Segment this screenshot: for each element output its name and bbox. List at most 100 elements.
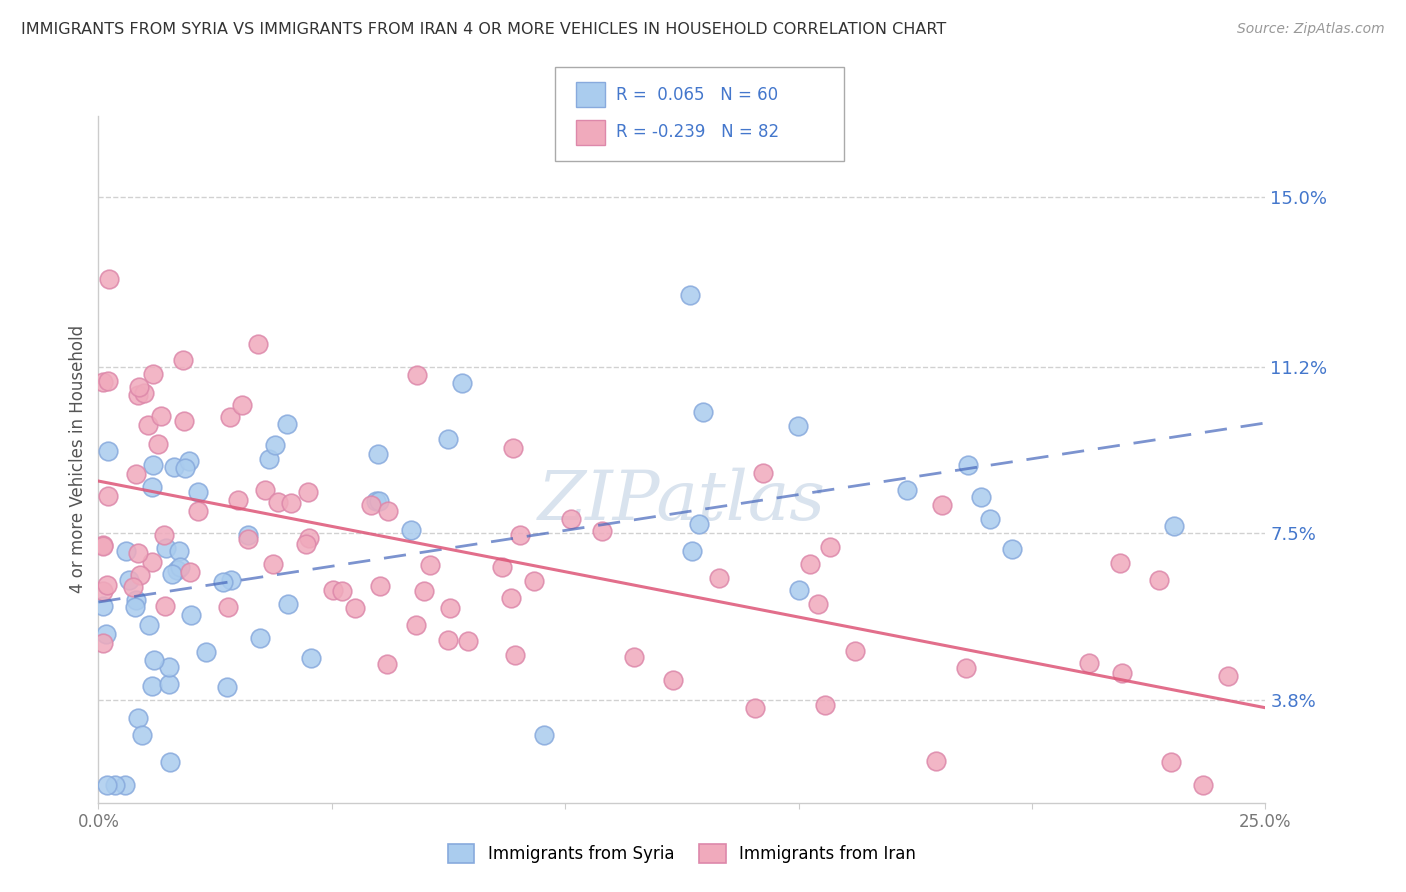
Point <box>1191 778 1213 792</box>
Point <box>262 557 284 571</box>
Point <box>177 454 200 468</box>
Point <box>1001 542 1024 557</box>
Point <box>91 599 114 613</box>
Point <box>437 432 460 446</box>
Text: R = -0.239   N = 82: R = -0.239 N = 82 <box>616 123 779 141</box>
Point <box>681 544 703 558</box>
Point <box>377 504 399 518</box>
Point <box>502 442 524 456</box>
Point <box>138 617 160 632</box>
Point <box>375 657 398 671</box>
Point <box>127 711 149 725</box>
Point <box>688 517 710 532</box>
Point <box>505 648 527 662</box>
Point <box>707 571 730 585</box>
Point <box>979 512 1001 526</box>
Point <box>180 607 202 622</box>
Point <box>115 543 138 558</box>
Point <box>419 558 441 572</box>
Point <box>141 480 163 494</box>
Point <box>155 599 177 613</box>
Point <box>91 540 114 554</box>
Point <box>152 528 174 542</box>
Y-axis label: 4 or more Vehicles in Household: 4 or more Vehicles in Household <box>69 326 87 593</box>
Point <box>96 578 118 592</box>
Point <box>501 591 523 605</box>
Point <box>96 626 118 640</box>
Point <box>294 537 316 551</box>
Point <box>679 288 702 302</box>
Text: IMMIGRANTS FROM SYRIA VS IMMIGRANTS FROM IRAN 4 OR MORE VEHICLES IN HOUSEHOLD CO: IMMIGRANTS FROM SYRIA VS IMMIGRANTS FROM… <box>21 22 946 37</box>
Point <box>844 644 866 658</box>
Point <box>276 417 298 431</box>
Point <box>367 494 389 508</box>
Point <box>238 528 260 542</box>
Point <box>97 489 120 503</box>
Point <box>969 490 991 504</box>
Point <box>187 503 209 517</box>
Point <box>1111 665 1133 680</box>
Point <box>297 484 319 499</box>
Point <box>280 496 302 510</box>
Point <box>231 398 253 412</box>
Point <box>160 567 183 582</box>
Point <box>298 531 321 545</box>
Point <box>132 386 155 401</box>
Point <box>1109 556 1132 570</box>
Point <box>368 579 391 593</box>
Point <box>97 374 120 388</box>
Point <box>142 368 165 382</box>
Point <box>814 698 837 712</box>
Point <box>264 438 287 452</box>
Point <box>818 541 841 555</box>
Point <box>149 409 172 423</box>
Point <box>246 336 269 351</box>
Point <box>124 600 146 615</box>
Point <box>217 600 239 615</box>
Point <box>131 728 153 742</box>
Point <box>330 584 353 599</box>
Point <box>787 583 810 598</box>
Point <box>127 388 149 402</box>
Point <box>169 560 191 574</box>
Point <box>299 651 322 665</box>
Point <box>104 778 127 792</box>
Text: R =  0.065   N = 60: R = 0.065 N = 60 <box>616 86 778 103</box>
Point <box>956 458 979 472</box>
Point <box>155 541 177 555</box>
Point <box>257 452 280 467</box>
Point <box>786 418 808 433</box>
Point <box>194 645 217 659</box>
Point <box>931 498 953 512</box>
Point <box>169 544 191 558</box>
Point <box>179 566 201 580</box>
Point <box>692 405 714 419</box>
Point <box>166 563 188 577</box>
Point <box>360 498 382 512</box>
Point <box>163 460 186 475</box>
Point <box>172 353 194 368</box>
Point <box>114 778 136 792</box>
Point <box>128 567 150 582</box>
Point <box>93 583 115 598</box>
Point <box>96 778 118 792</box>
Point <box>560 511 582 525</box>
Point <box>125 592 148 607</box>
Point <box>187 485 209 500</box>
Point <box>159 756 181 770</box>
Point <box>437 633 460 648</box>
Point <box>457 633 479 648</box>
Point <box>623 650 645 665</box>
Point <box>253 483 276 497</box>
Text: ZIPatlas: ZIPatlas <box>538 467 825 534</box>
Point <box>955 661 977 675</box>
Point <box>219 573 242 587</box>
Point <box>399 523 422 537</box>
Point <box>364 494 387 508</box>
Point <box>439 601 461 615</box>
Point <box>343 601 366 615</box>
Point <box>174 461 197 475</box>
Point <box>1147 573 1170 587</box>
Point <box>226 492 249 507</box>
Point <box>662 673 685 688</box>
